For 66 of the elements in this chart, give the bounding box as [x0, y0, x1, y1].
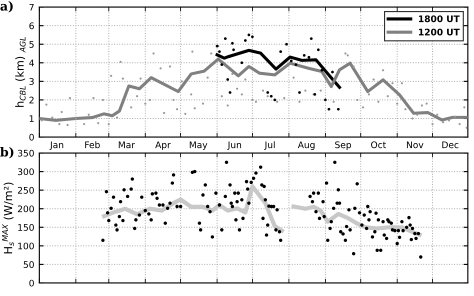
x-tick-label: Jul — [264, 141, 275, 150]
point — [324, 98, 327, 102]
point — [226, 78, 230, 81]
line-series — [102, 184, 284, 233]
chart-title: b) — [0, 146, 14, 158]
point — [290, 60, 293, 62]
chart-title: a) — [0, 1, 13, 12]
point — [336, 108, 340, 111]
line-series — [39, 58, 468, 122]
y-tick-label: 250 — [18, 186, 34, 194]
y-axis-title: h$_{CBL}$ (km) $_{AGL}$ — [15, 37, 26, 107]
point — [232, 48, 235, 52]
y-tick-label: 5 — [29, 41, 34, 48]
y-tick-label: 0 — [29, 280, 34, 287]
x-tick-label: Jan — [50, 141, 64, 150]
point — [310, 37, 313, 40]
x-tick-label: Oct — [371, 141, 386, 148]
legend-label: 1800 UT — [418, 15, 460, 22]
y-tick-label: 7 — [29, 4, 34, 11]
y-tick-label: 4 — [29, 60, 34, 66]
y-tick-label: 50 — [24, 261, 34, 268]
x-tick-label: Jun — [227, 141, 242, 150]
point — [316, 48, 320, 52]
y-tick-label: 150 — [18, 224, 34, 231]
point — [244, 39, 247, 42]
point — [320, 68, 324, 72]
point — [231, 42, 234, 45]
y-tick-label: 0 — [29, 134, 34, 141]
x-tick-label: Apr — [155, 141, 171, 150]
y-tick-label: 3 — [29, 78, 34, 85]
point — [270, 94, 273, 98]
y-tick-label: 350 — [18, 150, 34, 157]
y-tick-label: 200 — [18, 205, 34, 212]
point — [247, 34, 250, 36]
x-tick-label: May — [190, 141, 208, 150]
point — [285, 42, 288, 46]
x-tick-label: Nov — [406, 141, 424, 148]
point — [228, 91, 232, 94]
point — [331, 70, 334, 74]
y-tick-label: 100 — [18, 242, 34, 250]
y-tick-label: 300 — [18, 168, 34, 176]
point — [279, 50, 282, 54]
legend-label: 1200 UT — [418, 28, 460, 36]
x-tick-label: Sep — [335, 141, 352, 150]
point — [240, 61, 244, 64]
point — [298, 91, 301, 94]
point — [220, 63, 224, 66]
point — [266, 91, 270, 94]
x-tick-label: Feb — [85, 141, 100, 148]
y-axis-title: H$_{s}$$^{MAX}$ (W/m²) — [2, 182, 14, 254]
line-series — [292, 204, 422, 237]
y-tick-label: 1 — [30, 115, 34, 122]
y-tick-label: 2 — [29, 96, 34, 104]
point — [308, 56, 310, 59]
y-tick-label: 6 — [29, 22, 34, 30]
point — [302, 54, 306, 57]
x-tick-label: Dec — [442, 141, 458, 148]
point — [224, 37, 227, 40]
point — [328, 108, 330, 111]
point — [294, 63, 298, 66]
x-tick-label: Aug — [298, 141, 315, 150]
point — [251, 35, 254, 38]
line-series — [216, 48, 342, 89]
x-tick-label: Mar — [118, 141, 135, 148]
point — [273, 98, 276, 102]
point — [218, 50, 221, 54]
